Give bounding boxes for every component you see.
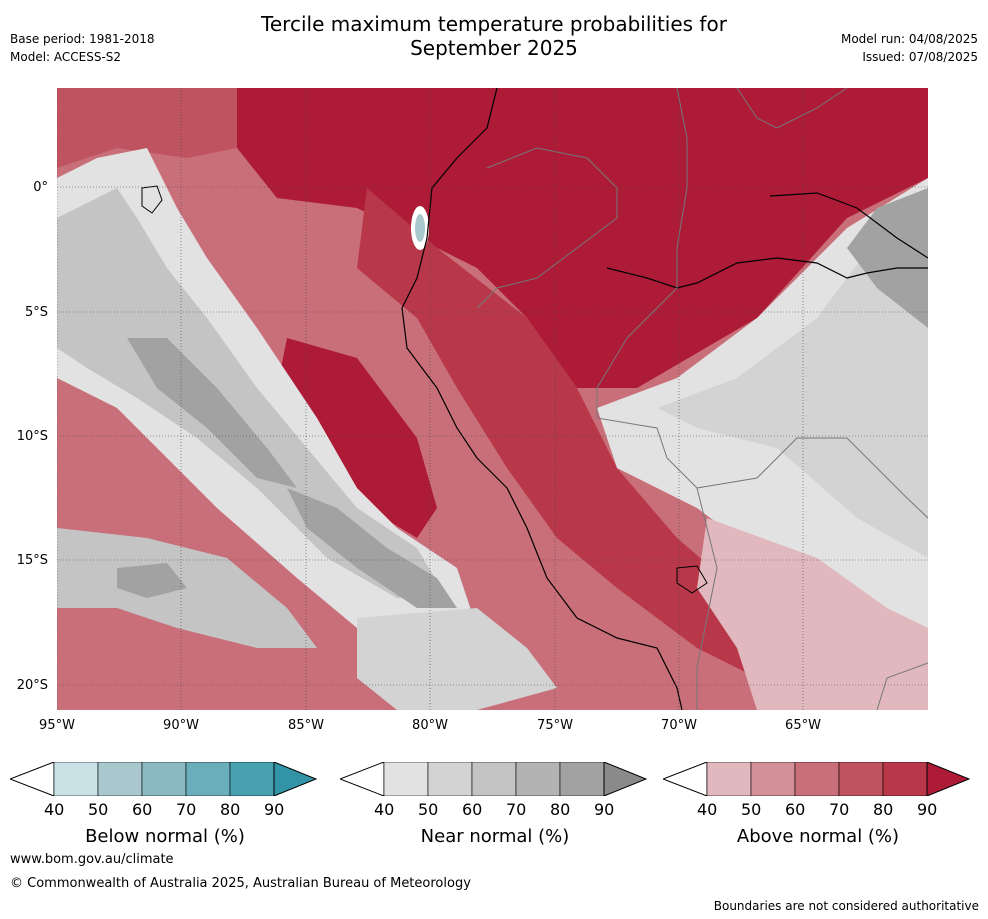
meta-left: Base period: 1981-2018 Model: ACCESS-S2 (10, 30, 155, 66)
amazon-river (606, 257, 928, 289)
title-line-1: Tercile maximum temperature probabilitie… (261, 12, 727, 36)
colorbar-near-normal: 40 50 60 70 80 90 Near normal (%) (338, 761, 650, 847)
title-line-2: September 2025 (410, 36, 578, 60)
map-title: Tercile maximum temperature probabilitie… (0, 12, 988, 60)
lon-label: 95°W (39, 718, 75, 733)
above-70-northwest (57, 88, 237, 168)
cbar-tick: 40 (374, 800, 395, 819)
lon-label: 80°W (412, 718, 448, 733)
cbar-tick: 60 (132, 800, 153, 819)
cbar-tick: 50 (741, 800, 762, 819)
gridlines (57, 88, 928, 710)
lat-label: 5°S (24, 305, 48, 320)
model-run-date: Model run: 04/08/2025 (840, 32, 978, 46)
coastline (401, 88, 683, 710)
near-50-south (357, 608, 557, 710)
probability-map (57, 88, 928, 710)
cbar-title: Below normal (%) (85, 826, 245, 847)
map-canvas (57, 88, 928, 710)
border-colombia-venezuela (736, 88, 848, 129)
cbar-tick: 80 (220, 800, 241, 819)
copyright: © Commonwealth of Australia 2025, Austra… (10, 876, 471, 891)
border-ecuador-peru (476, 147, 618, 309)
cbar-tick: 60 (785, 800, 806, 819)
cbar-tick: 70 (176, 800, 197, 819)
lat-label: 15°S (16, 553, 48, 568)
cbar-tick: 50 (418, 800, 439, 819)
lat-label: 10°S (16, 429, 48, 444)
colorbar-above-normal: 40 50 60 70 80 90 Above normal (%) (661, 761, 973, 847)
colorbar-above-swatches (661, 761, 971, 797)
lat-label: 0° (33, 180, 48, 195)
lon-label: 75°W (537, 718, 573, 733)
colorbar-below-normal: 40 50 60 70 80 90 Below normal (%) (8, 761, 320, 847)
lon-label: 85°W (288, 718, 324, 733)
model-name: Model: ACCESS-S2 (10, 50, 122, 64)
cbar-tick: 40 (697, 800, 718, 819)
lon-label: 70°W (661, 718, 697, 733)
bom-url: www.bom.gov.au/climate (10, 852, 174, 867)
cbar-tick: 60 (462, 800, 483, 819)
cbar-title: Near normal (%) (420, 826, 570, 847)
issued-date: Issued: 07/08/2025 (862, 50, 978, 64)
border-bolivia-brazil (696, 437, 928, 519)
base-period: Base period: 1981-2018 (10, 32, 155, 46)
above-40-southeast (697, 518, 928, 710)
near-80-western-core (127, 338, 297, 488)
above-90-offshore (277, 338, 437, 538)
border-peru-brazil-bolivia (596, 88, 718, 710)
amazon-river-north (769, 192, 928, 259)
border-bolivia-paraguay (876, 662, 928, 710)
near-80-southwest-patch (117, 563, 187, 598)
lat-label: 20°S (16, 678, 48, 693)
above-80-coastal-band (357, 188, 797, 688)
cbar-tick: 50 (88, 800, 109, 819)
cbar-tick: 90 (917, 800, 938, 819)
cbar-tick: 70 (506, 800, 527, 819)
cbar-tick: 80 (873, 800, 894, 819)
near-80-amazon (847, 188, 928, 328)
near-60-western-band (57, 188, 447, 598)
boundaries-note: Boundaries are not considered authoritat… (713, 899, 979, 913)
colorbar-near-swatches (338, 761, 648, 797)
lon-label: 90°W (163, 718, 199, 733)
meta-right: Model run: 04/08/2025 Issued: 07/08/2025 (841, 30, 978, 66)
near-80-southwest-core (287, 488, 457, 608)
cbar-title: Above normal (%) (736, 826, 900, 847)
cbar-tick: 90 (264, 800, 285, 819)
galapagos-islands (141, 185, 163, 214)
above-90-north (237, 88, 928, 388)
below-50-spot (415, 214, 425, 242)
lake-titicaca (676, 565, 708, 594)
cbar-tick: 70 (829, 800, 850, 819)
lon-label: 65°W (785, 718, 821, 733)
cbar-tick: 80 (550, 800, 571, 819)
colorbar-below-swatches (8, 761, 318, 797)
cbar-tick: 40 (44, 800, 65, 819)
cbar-tick: 90 (594, 800, 615, 819)
near-50-northeast (657, 188, 928, 558)
